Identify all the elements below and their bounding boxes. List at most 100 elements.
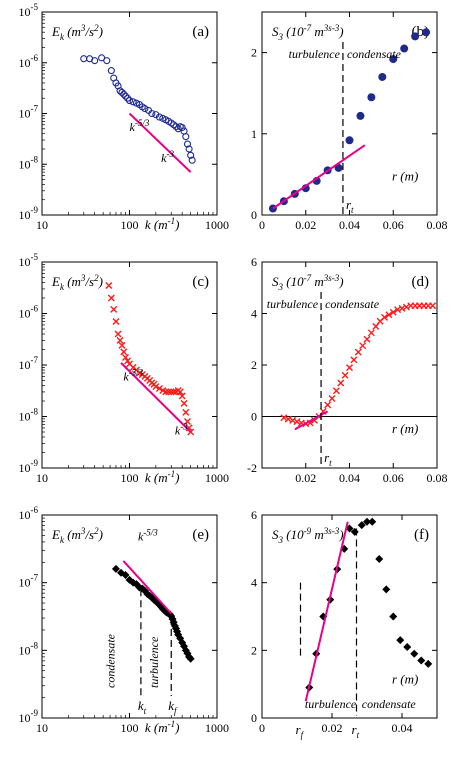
panel-a: 10 100 1000 10-9 10-8 10-7 10-6 10-5 Ek (m3/s2) k… xyxy=(19,2,230,232)
y-tick-label: 10-7 xyxy=(19,104,39,121)
y-tick-label: 0 xyxy=(251,711,257,725)
data-point xyxy=(411,32,420,41)
x-tick-label: 0.04 xyxy=(392,721,413,735)
data-point xyxy=(359,342,367,350)
data-point xyxy=(188,156,196,164)
data-point xyxy=(337,379,345,387)
panel-b: 0 0.02 0.04 0.06 0.08 0 1 2 S3 (10-7 m3s-3) r (m)… xyxy=(251,11,448,232)
region-label: turbulence xyxy=(147,636,161,688)
data-point xyxy=(155,113,164,121)
data-point xyxy=(183,417,191,425)
region-label: turbulence xyxy=(267,297,319,311)
x-axis-label: r (m) xyxy=(392,421,418,436)
data-point xyxy=(165,388,173,396)
y-tick-label: -2 xyxy=(247,461,257,475)
y-tick-label: 10-8 xyxy=(19,407,39,424)
data-point xyxy=(80,55,88,63)
data-point xyxy=(396,636,405,645)
plot-frame xyxy=(261,11,438,216)
region-label: turbulence xyxy=(305,697,357,711)
y-tick-label: 10-5 xyxy=(19,2,39,19)
x-tick-label: 10 xyxy=(36,471,48,485)
x-tick-label: 0 xyxy=(259,218,265,232)
data-point xyxy=(186,654,195,663)
y-tick-label: 10-7 xyxy=(19,355,39,372)
boundary-label: kt xyxy=(138,698,147,716)
data-point xyxy=(152,383,160,391)
slope-annotation: k-3 xyxy=(161,149,174,165)
x-tick-label: 100 xyxy=(121,471,139,485)
y-tick-label: 10-8 xyxy=(19,154,39,171)
data-point xyxy=(354,348,362,356)
data-point xyxy=(417,656,426,665)
fit-line xyxy=(304,521,349,702)
y-axis-label: S3 (10-7 m3s-3) xyxy=(272,273,344,292)
data-point xyxy=(332,387,340,395)
y-tick-label: 10-7 xyxy=(19,573,39,590)
slope-annotation: k-3 xyxy=(175,421,188,437)
data-point xyxy=(389,612,398,621)
data-point xyxy=(176,388,184,396)
region-label: turbulence xyxy=(289,47,341,61)
data-point xyxy=(129,98,137,106)
data-point xyxy=(105,281,113,289)
boundary-label: rf xyxy=(296,722,305,740)
y-tick-label: 6 xyxy=(251,255,257,269)
x-tick-label: 10 xyxy=(36,218,48,232)
data-point xyxy=(98,54,106,62)
panel-d: 0.02 0.04 0.06 0.08 -2 0 2 4 6 S3 (10-7 m3s-3) r (… xyxy=(247,255,448,485)
data-point xyxy=(341,371,349,379)
y-axis-label: Ek (m3/s2) xyxy=(51,273,103,292)
data-point xyxy=(107,67,115,75)
data-point xyxy=(178,392,186,400)
y-tick-label: 2 xyxy=(251,643,257,657)
x-axis-label: k (m-1) xyxy=(145,216,180,232)
fit-line xyxy=(120,362,192,433)
fit-line xyxy=(128,112,192,173)
data-point xyxy=(174,125,182,133)
data-point xyxy=(148,109,156,118)
data-point xyxy=(356,111,365,120)
data-point xyxy=(385,311,393,319)
data-point xyxy=(118,341,126,349)
region-label: condensate xyxy=(362,697,417,711)
y-tick-label: 10-9 xyxy=(19,205,39,222)
data-point xyxy=(121,570,130,579)
data-point xyxy=(103,57,111,65)
boundary-label: rt xyxy=(346,197,354,215)
boundary-label: rt xyxy=(324,450,332,468)
data-point xyxy=(422,28,431,37)
data-point xyxy=(116,336,124,344)
y-axis-label: S3 (10-7 m3s-3) xyxy=(272,23,344,42)
panel-c: 10 100 1000 10-9 10-8 10-7 10-6 10-5 Ek (m3/s2) k… xyxy=(19,252,230,485)
y-tick-label: 4 xyxy=(251,576,257,590)
data-point xyxy=(378,72,387,81)
data-point xyxy=(178,123,186,132)
x-tick-label: 0.04 xyxy=(339,471,360,485)
data-point xyxy=(382,585,391,594)
x-tick-label: 0.08 xyxy=(427,218,448,232)
x-tick-label: 0 xyxy=(259,721,265,735)
fit-line xyxy=(272,144,366,210)
y-tick-label: 10-6 xyxy=(19,505,39,522)
fit-line xyxy=(122,560,172,615)
slope-annotation: k-5/3 xyxy=(123,368,143,384)
y-tick-label: 10-9 xyxy=(19,458,39,475)
data-point xyxy=(162,388,170,396)
data-point xyxy=(363,335,371,343)
data-point xyxy=(187,151,195,159)
y-axis-label: Ek (m3/s2) xyxy=(51,23,103,42)
data-point xyxy=(400,44,409,53)
plot-frame xyxy=(41,514,218,719)
slope-annotation: k-5/3 xyxy=(138,527,158,543)
x-tick-label: 1000 xyxy=(205,471,229,485)
data-point xyxy=(410,649,419,658)
data-point xyxy=(357,521,366,530)
data-point xyxy=(363,517,371,526)
data-point xyxy=(114,330,122,338)
data-point xyxy=(350,356,358,364)
data-point xyxy=(185,145,193,153)
x-tick-label: 100 xyxy=(121,218,139,232)
data-point xyxy=(118,88,126,96)
